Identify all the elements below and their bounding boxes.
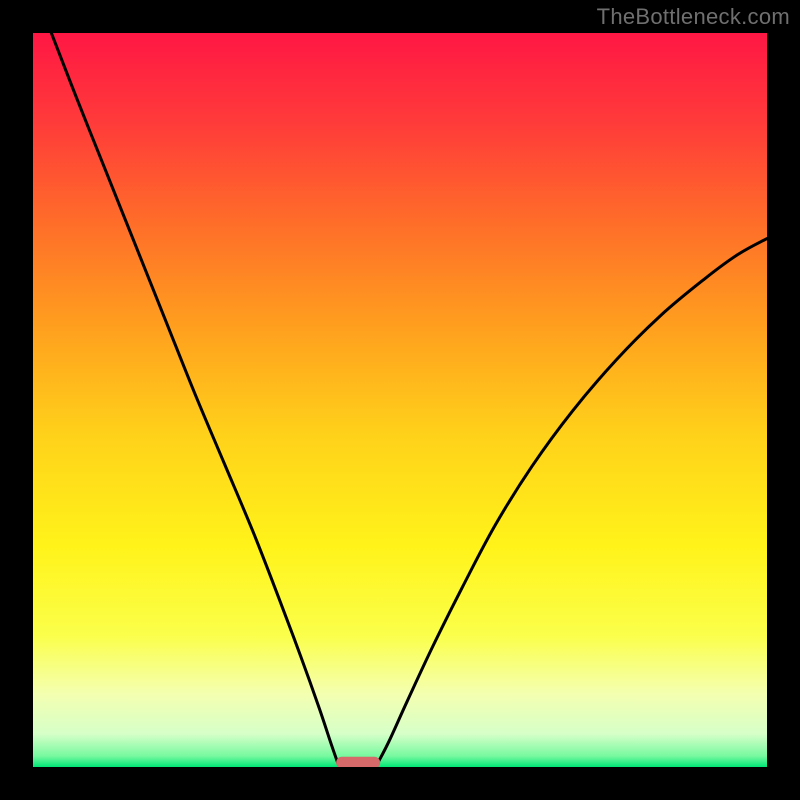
optimal-marker — [336, 757, 380, 767]
figure-frame: TheBottleneck.com — [0, 0, 800, 800]
gradient-background — [33, 33, 767, 767]
bottleneck-chart — [33, 33, 767, 767]
watermark-text: TheBottleneck.com — [597, 4, 790, 30]
plot-area — [33, 33, 767, 767]
